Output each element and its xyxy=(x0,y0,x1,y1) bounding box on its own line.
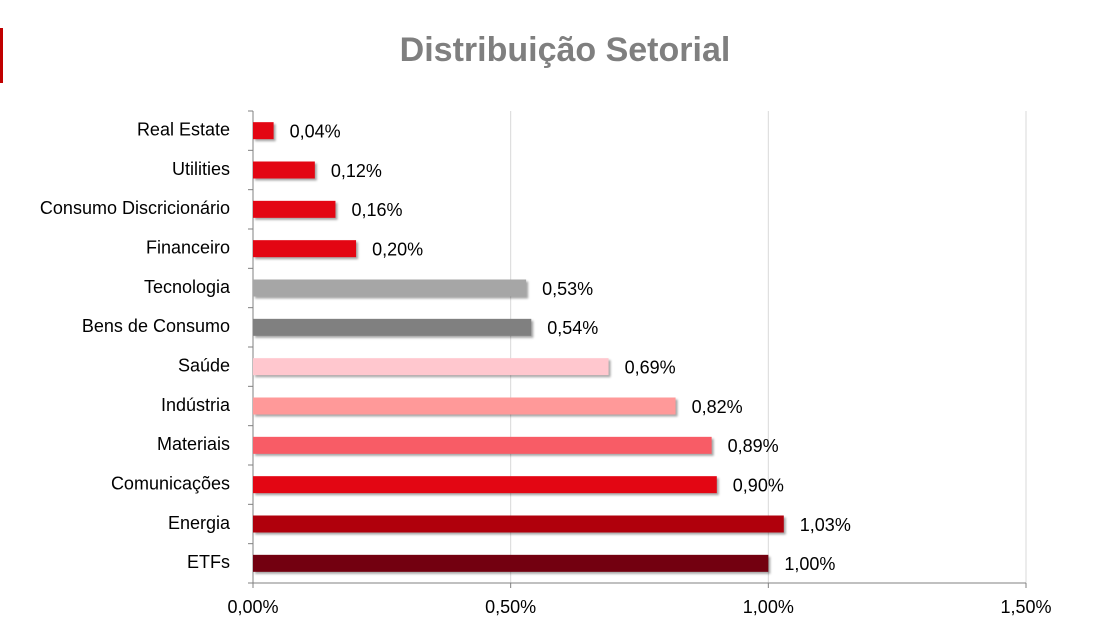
bar xyxy=(253,515,784,533)
value-label: 0,89% xyxy=(728,436,779,456)
bar xyxy=(253,161,315,179)
value-label: 0,90% xyxy=(733,475,784,495)
value-label: 0,20% xyxy=(372,239,423,259)
bar xyxy=(253,318,532,336)
bar xyxy=(253,397,676,415)
bar xyxy=(253,476,717,494)
bar xyxy=(253,554,769,572)
bar xyxy=(253,279,527,297)
y-tick-label: Comunicações xyxy=(111,473,230,493)
value-label: 1,03% xyxy=(800,515,851,535)
y-tick-label: Real Estate xyxy=(137,119,230,139)
value-label: 0,82% xyxy=(692,397,743,417)
x-tick-label: 0,50% xyxy=(485,597,536,617)
y-tick-label: Indústria xyxy=(161,395,231,415)
bar xyxy=(253,436,712,454)
edge-accent xyxy=(0,28,3,83)
y-tick-label: Energia xyxy=(168,513,231,533)
y-tick-label: Saúde xyxy=(178,355,230,375)
value-label: 0,04% xyxy=(290,121,341,141)
value-label: 0,69% xyxy=(625,357,676,377)
y-tick-label: Financeiro xyxy=(146,237,230,257)
y-tick-label: ETFs xyxy=(187,552,230,572)
y-tick-label: Materiais xyxy=(157,434,230,454)
bar xyxy=(253,122,274,140)
bar xyxy=(253,240,357,258)
chart-title: Distribuição Setorial xyxy=(400,31,731,69)
y-tick-label: Bens de Consumo xyxy=(82,316,230,336)
value-label: 0,16% xyxy=(351,200,402,220)
value-label: 0,53% xyxy=(542,279,593,299)
y-tick-label: Consumo Discricionário xyxy=(40,198,230,218)
y-tick-label: Utilities xyxy=(172,159,230,179)
x-tick-label: 1,00% xyxy=(743,597,794,617)
bar xyxy=(253,358,609,376)
value-label: 0,12% xyxy=(331,161,382,181)
value-label: 0,54% xyxy=(547,318,598,338)
bar xyxy=(253,200,336,218)
x-tick-label: 0,00% xyxy=(227,597,278,617)
value-label: 1,00% xyxy=(784,554,835,574)
x-tick-label: 1,50% xyxy=(1000,597,1051,617)
y-tick-label: Tecnologia xyxy=(144,277,231,297)
